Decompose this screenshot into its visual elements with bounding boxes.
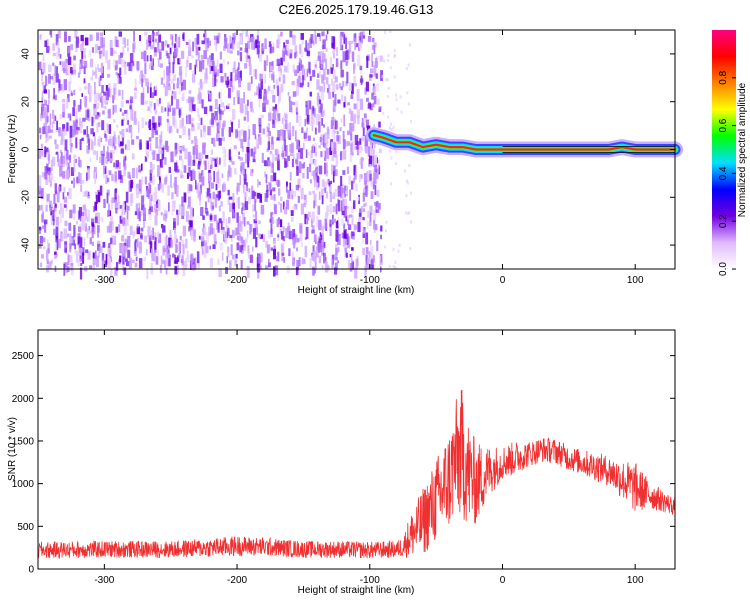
spectrogram-x-tick-label: -100 <box>360 275 380 286</box>
snr-x-axis-label: Height of straight line (km) <box>298 585 415 596</box>
snr-y-tick-label: 2500 <box>12 351 35 362</box>
colorbar-gradient <box>712 30 736 269</box>
snr-y-tick-label: 1500 <box>12 436 35 447</box>
snr-x-tick-label: -100 <box>360 575 380 586</box>
snr-x-tick-label: -300 <box>94 575 114 586</box>
snr-y-axis-label: SNR (10 * v/v) <box>7 417 18 481</box>
spectrogram-x-tick-label: 100 <box>627 275 644 286</box>
spectrogram-y-axis-label: Frequency (Hz) <box>7 115 18 184</box>
snr-frame <box>37 329 676 570</box>
spectrogram-y-tick-label: 0 <box>21 146 32 152</box>
spectrogram-y-tick-label: 20 <box>21 96 32 108</box>
snr-x-tick-label: 0 <box>500 575 506 586</box>
snr-y-tick-label: 500 <box>17 522 34 533</box>
colorbar-tick-label: 0.2 <box>718 214 729 228</box>
snr-x-ticks: -300 -200 -100 0 100 <box>94 330 644 586</box>
colorbar-tick-label: 0.0 <box>718 262 729 276</box>
colorbar-ticks: 0.0 0.2 0.4 0.6 0.8 <box>718 70 736 276</box>
snr-y-tick-label: 1000 <box>12 479 35 490</box>
colorbar-tick-label: 0.4 <box>718 166 729 180</box>
snr-y-tick-label: 0 <box>28 565 34 576</box>
colorbar-label: Normalized spectral amplitude <box>737 82 748 217</box>
spectrogram-y-ticks: -40 -20 0 20 40 <box>21 48 675 252</box>
snr-x-tick-label: -200 <box>227 575 247 586</box>
spectrogram-signal-trace <box>365 127 683 158</box>
snr-y-tick-label: 2000 <box>12 394 35 405</box>
spectrogram-noise <box>38 30 413 281</box>
colorbar-tick-label: 0.8 <box>718 70 729 84</box>
signal-trace-band <box>372 134 677 151</box>
spectrogram-y-tick-label: -20 <box>21 190 32 205</box>
colorbar-tick-label: 0.6 <box>718 118 729 132</box>
spectrogram-y-tick-label: -40 <box>21 237 32 252</box>
snr-y-ticks: 0 500 1000 1500 2000 2500 <box>12 351 675 576</box>
spectrogram-y-tick-label: 40 <box>21 48 32 60</box>
spectrogram-x-tick-label: 0 <box>500 275 506 286</box>
spectrogram-x-ticks: -300 -200 -100 0 100 <box>94 30 644 286</box>
spectrogram-x-tick-label: -200 <box>227 275 247 286</box>
spectrogram-x-tick-label: -300 <box>94 275 114 286</box>
snr-x-tick-label: 100 <box>627 575 644 586</box>
figure-title: C2E6.2025.179.19.46.G13 <box>279 2 434 17</box>
snr-plot-area <box>37 390 676 560</box>
spectrogram-x-axis-label: Height of straight line (km) <box>298 285 415 296</box>
spectrogram-plot-area <box>38 30 683 281</box>
colorbar: 0.0 0.2 0.4 0.6 0.8 Normalized spectral ampl… <box>712 30 748 276</box>
snr-series-line <box>37 390 676 560</box>
snr-panel: -300 -200 -100 0 100 0 500 1000 1500 2000 2500 He… <box>7 329 676 596</box>
